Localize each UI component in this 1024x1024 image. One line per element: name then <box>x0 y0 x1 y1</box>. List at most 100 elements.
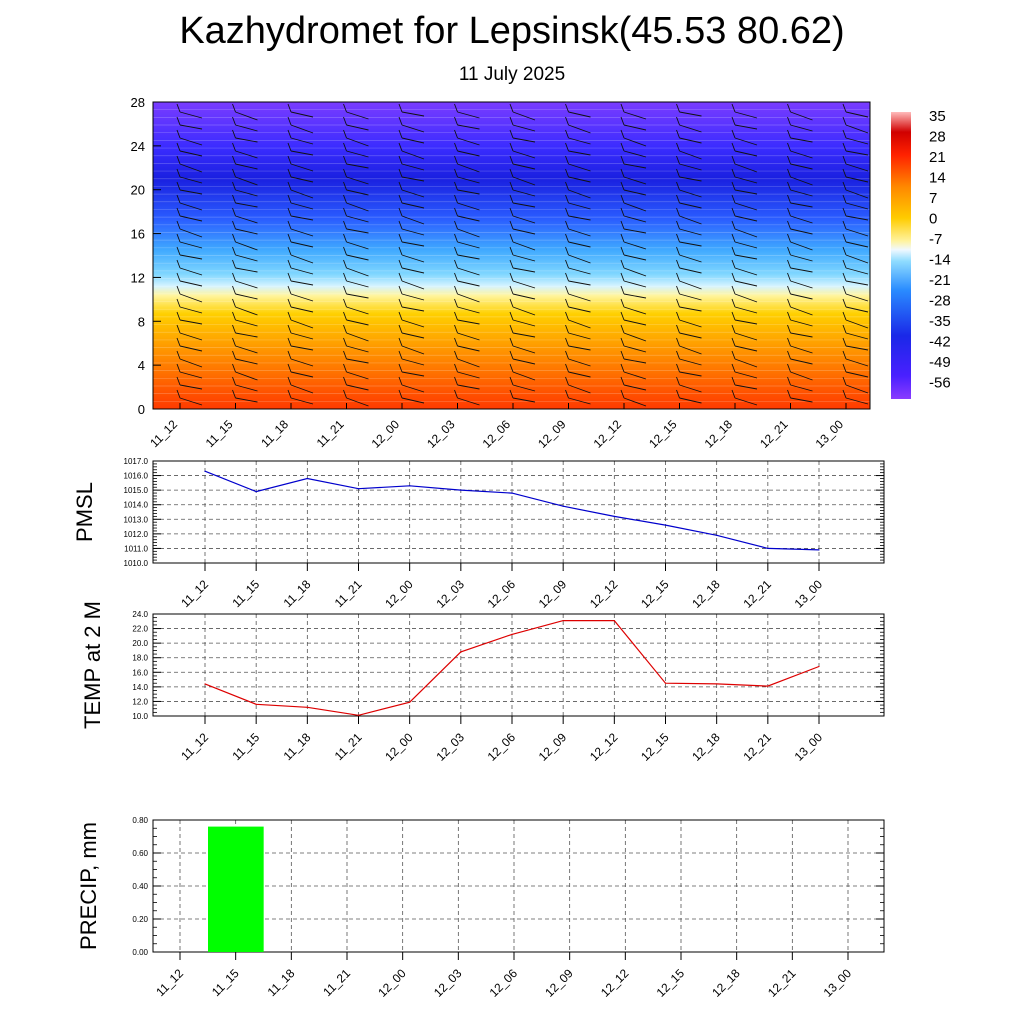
wind-barb-flag <box>842 233 847 243</box>
wind-barb-flag <box>343 168 347 178</box>
wind-barb-flag <box>287 246 292 256</box>
wind-barb <box>457 215 480 222</box>
wind-barb-flag <box>176 155 181 165</box>
wind-barb-flag <box>787 181 791 191</box>
wind-barb-flag <box>454 376 458 386</box>
wind-barb-flag <box>232 285 236 295</box>
wind-barb-flag <box>731 337 736 347</box>
wind-barb <box>679 345 702 355</box>
wind-barb-flag <box>232 376 236 386</box>
wind-barb <box>679 215 702 225</box>
wind-barb <box>568 254 591 264</box>
wind-barb <box>512 397 536 403</box>
wind-barb <box>734 397 758 406</box>
wind-barb-flag <box>454 259 458 269</box>
wind-barb-flag <box>398 363 403 373</box>
wind-barb-flag <box>454 363 458 373</box>
wind-barb-flag <box>676 155 680 165</box>
wind-barb <box>734 215 758 222</box>
wind-barb <box>734 293 758 303</box>
x-tick-label: 12_12 <box>587 730 621 764</box>
wind-barb <box>179 345 203 352</box>
x-tick-label: 11_15 <box>229 577 262 610</box>
data-point <box>511 492 513 494</box>
wind-barb <box>623 189 647 196</box>
wind-barb <box>845 332 869 340</box>
wind-barb <box>568 150 591 156</box>
wind-barb <box>346 163 369 169</box>
wind-barb <box>179 215 203 222</box>
wind-barb <box>290 202 314 210</box>
wind-barb <box>623 280 647 288</box>
wind-barb <box>401 163 425 171</box>
wind-barb <box>845 397 869 405</box>
wind-barb <box>845 267 869 275</box>
wind-barb-flag <box>176 233 181 243</box>
wind-barb-flag <box>731 246 736 256</box>
x-tick-label: 12_06 <box>480 417 514 451</box>
wind-barb-flag <box>232 207 236 217</box>
wind-barb <box>179 384 203 390</box>
wind-barb-flag <box>176 207 181 217</box>
wind-barb-flag <box>398 389 403 399</box>
wind-barb-flag <box>398 350 403 360</box>
wind-barb-flag <box>787 103 791 113</box>
wind-barb <box>790 293 813 300</box>
wind-barb <box>679 306 702 312</box>
wind-barb <box>568 267 591 275</box>
wind-barb <box>790 202 813 208</box>
wind-barb-flag <box>176 311 181 321</box>
wind-barb <box>790 254 813 262</box>
wind-barb-flag <box>509 246 514 256</box>
wind-barb-flag <box>454 155 458 165</box>
wind-barb-flag <box>287 233 292 243</box>
wind-barb-flag <box>787 311 791 321</box>
wind-barb-flag <box>787 155 791 165</box>
x-tick-label: 11_12 <box>178 730 211 763</box>
y-tick-label: 4 <box>138 358 145 373</box>
wind-barb-flag <box>343 246 347 256</box>
wind-barb-flag <box>343 337 347 347</box>
wind-barb-flag <box>509 272 514 282</box>
colorbar-gradient <box>891 112 911 399</box>
wind-barb <box>235 150 258 159</box>
wind-barb <box>512 384 536 392</box>
wind-barb <box>457 176 480 184</box>
wind-barb <box>512 163 536 170</box>
wind-barb <box>401 137 425 144</box>
wind-barb <box>401 280 425 290</box>
wind-barb-flag <box>454 233 458 243</box>
x-tick-label: 12_21 <box>757 417 791 451</box>
y-tick-label: 16.0 <box>132 668 148 677</box>
wind-barb-flag <box>676 259 680 269</box>
wind-barb <box>179 397 203 406</box>
wind-barb <box>734 267 758 276</box>
wind-barb-flag <box>787 142 791 152</box>
x-tick-label: 11_12 <box>147 417 180 450</box>
wind-barb <box>512 306 536 316</box>
wind-barb <box>623 137 647 147</box>
wind-barb <box>235 397 258 403</box>
wind-barb <box>512 358 536 365</box>
wind-barb-flag <box>620 142 625 152</box>
wind-barb <box>512 345 536 354</box>
wind-barb <box>845 254 869 264</box>
x-tick-label: 12_15 <box>654 966 688 1000</box>
wind-barb-flag <box>842 194 847 204</box>
wind-barb <box>457 150 480 157</box>
wind-barb-flag <box>565 181 569 191</box>
data-point <box>818 549 820 551</box>
wind-barb <box>179 358 203 368</box>
wind-barb-flag <box>676 246 680 256</box>
wind-barb <box>845 371 869 378</box>
wind-barb <box>845 345 869 351</box>
wind-barb-flag <box>565 194 569 204</box>
wind-barb-flag <box>287 220 292 230</box>
wind-barb-flag <box>509 350 514 360</box>
wind-barb-flag <box>454 181 458 191</box>
wind-barb-flag <box>287 337 292 347</box>
wind-barb-flag <box>731 220 736 230</box>
wind-barb <box>346 319 369 326</box>
wind-barb <box>290 345 314 351</box>
wind-barb <box>568 293 591 302</box>
